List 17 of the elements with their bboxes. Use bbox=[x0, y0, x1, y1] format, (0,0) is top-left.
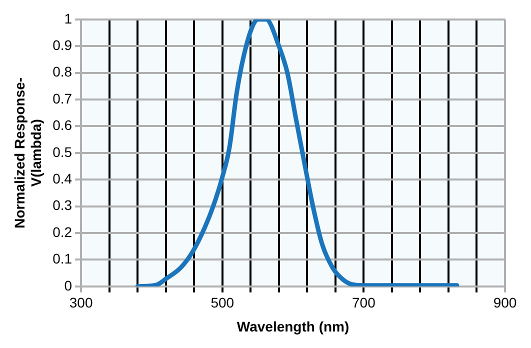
y-tick-label: 0.6 bbox=[52, 117, 72, 134]
y-tick-label: 0.7 bbox=[52, 90, 72, 106]
y-tick-label: 0.5 bbox=[52, 144, 72, 160]
y-tick-label: 0.1 bbox=[52, 250, 72, 267]
y-tick-label: 0.9 bbox=[52, 36, 72, 53]
x-tick-label: 900 bbox=[493, 294, 517, 311]
x-tick-label: 300 bbox=[69, 294, 93, 311]
x-tick-label: 500 bbox=[210, 294, 234, 311]
y-axis-title: Normalized Response-V(lambda) bbox=[11, 77, 44, 228]
y-tick-label: 0.8 bbox=[52, 64, 72, 80]
y-tick-label: 0 bbox=[64, 277, 72, 294]
y-tick-label: 0.3 bbox=[52, 197, 72, 214]
y-tick-label: 0.4 bbox=[52, 170, 72, 186]
x-axis-title: Wavelength (nm) bbox=[236, 318, 350, 334]
y-tick-label: 0.2 bbox=[52, 224, 72, 240]
x-tick-label: 700 bbox=[352, 294, 376, 311]
y-tick-label: 1 bbox=[64, 10, 72, 26]
